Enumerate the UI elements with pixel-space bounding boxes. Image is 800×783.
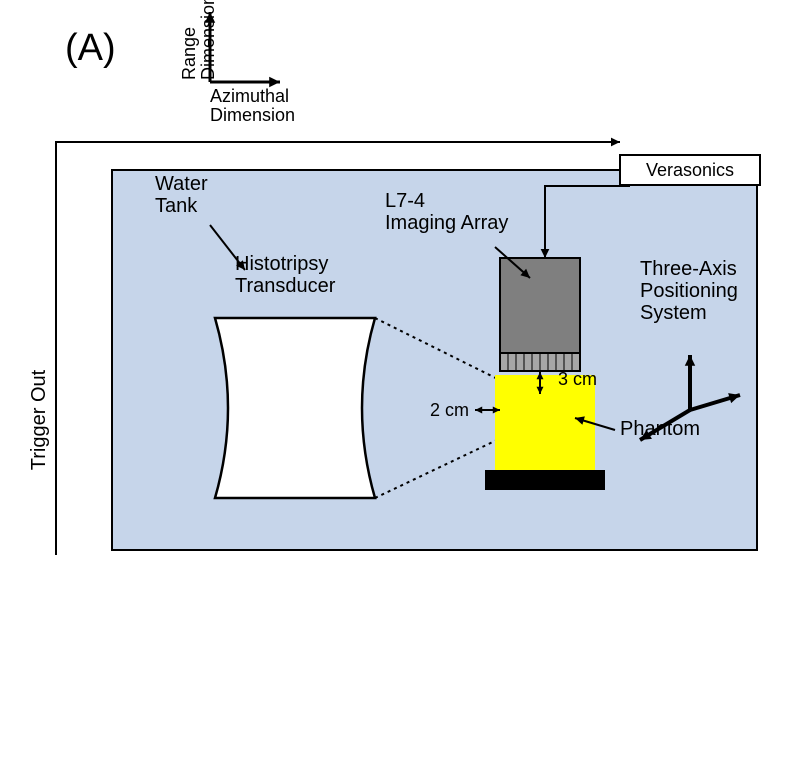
panel-a-label: (A): [65, 27, 116, 69]
azimuthal-dimension-label: AzimuthalDimension: [210, 86, 295, 125]
imaging-array-body: [500, 258, 580, 353]
verasonics-label: Verasonics: [646, 160, 734, 180]
histotripsy-transducer: [215, 318, 375, 498]
dim-3cm-label: 3 cm: [558, 369, 597, 389]
dim-2cm-label: 2 cm: [430, 400, 469, 420]
histotripsy-label: HistotripsyTransducer: [235, 253, 336, 297]
range-dimension-label: RangeDimension: [179, 0, 218, 80]
trigger-out-label: Trigger Out: [28, 369, 50, 470]
phantom-base: [485, 470, 605, 490]
arrowhead: [611, 138, 620, 147]
